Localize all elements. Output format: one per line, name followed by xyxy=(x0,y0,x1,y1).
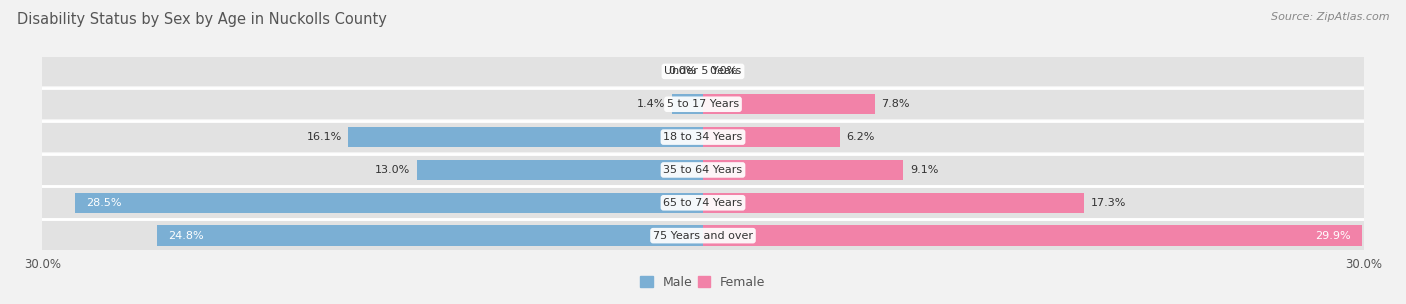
Bar xyxy=(42,122,703,152)
Bar xyxy=(703,155,1364,185)
Text: 5 to 17 Years: 5 to 17 Years xyxy=(666,99,740,109)
Text: 7.8%: 7.8% xyxy=(882,99,910,109)
Bar xyxy=(703,89,1364,119)
Text: 28.5%: 28.5% xyxy=(86,198,122,208)
Bar xyxy=(75,193,703,213)
Text: 6.2%: 6.2% xyxy=(846,132,875,142)
Bar xyxy=(42,89,703,119)
Text: 16.1%: 16.1% xyxy=(307,132,342,142)
Bar xyxy=(703,122,1364,152)
Bar xyxy=(42,188,703,218)
Text: 24.8%: 24.8% xyxy=(167,231,204,241)
Bar xyxy=(42,221,703,250)
Text: 0.0%: 0.0% xyxy=(668,66,696,76)
Text: 1.4%: 1.4% xyxy=(637,99,665,109)
Text: 13.0%: 13.0% xyxy=(375,165,411,175)
Bar xyxy=(672,94,703,114)
Text: 75 Years and over: 75 Years and over xyxy=(652,231,754,241)
Bar xyxy=(703,193,1084,213)
Bar xyxy=(703,188,1364,218)
Text: Disability Status by Sex by Age in Nuckolls County: Disability Status by Sex by Age in Nucko… xyxy=(17,12,387,27)
Text: Under 5 Years: Under 5 Years xyxy=(665,66,741,76)
Bar xyxy=(156,226,703,246)
Bar xyxy=(349,127,703,147)
Text: 17.3%: 17.3% xyxy=(1091,198,1126,208)
Text: 35 to 64 Years: 35 to 64 Years xyxy=(664,165,742,175)
Text: 0.0%: 0.0% xyxy=(710,66,738,76)
Text: 9.1%: 9.1% xyxy=(910,165,938,175)
Text: 65 to 74 Years: 65 to 74 Years xyxy=(664,198,742,208)
Text: 29.9%: 29.9% xyxy=(1315,231,1351,241)
Bar xyxy=(416,160,703,180)
Legend: Male, Female: Male, Female xyxy=(636,271,770,294)
Bar xyxy=(42,57,703,86)
Bar xyxy=(703,226,1361,246)
Bar xyxy=(703,94,875,114)
Text: 18 to 34 Years: 18 to 34 Years xyxy=(664,132,742,142)
Bar xyxy=(703,221,1364,250)
Text: Source: ZipAtlas.com: Source: ZipAtlas.com xyxy=(1271,12,1389,22)
Bar xyxy=(42,155,703,185)
Bar xyxy=(703,57,1364,86)
Bar xyxy=(703,127,839,147)
Bar xyxy=(703,160,904,180)
